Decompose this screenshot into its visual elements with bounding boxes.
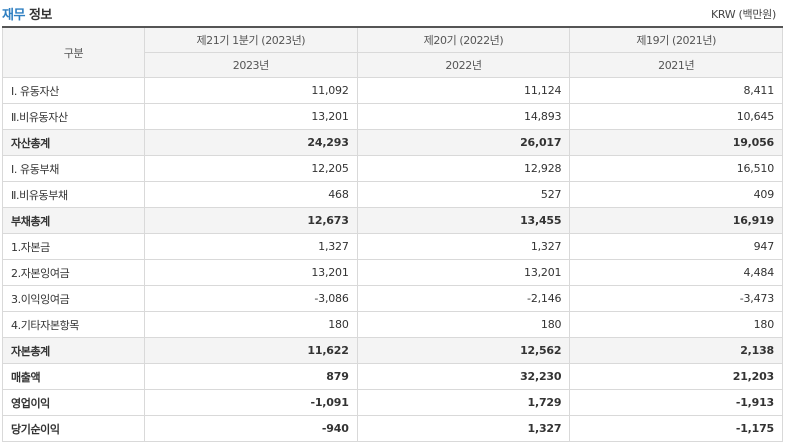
value-cell: 21,203	[569, 363, 783, 390]
row-label: Ⅰ. 유동부채	[2, 155, 145, 182]
value-cell: -940	[144, 415, 358, 442]
value-cell: 180	[144, 311, 358, 338]
value-cell: 24,293	[144, 129, 358, 156]
value-cell: -1,175	[569, 415, 783, 442]
value-cell: 16,510	[569, 155, 783, 182]
year-header-cell: 2022년	[356, 52, 571, 78]
value-cell: 1,729	[356, 389, 571, 416]
currency-unit-label: KRW (백만원)	[710, 8, 776, 21]
table-row: 영업이익 -1,091 1,729 -1,913	[2, 389, 783, 416]
value-cell: 10,645	[569, 103, 783, 130]
table-row: 자산총계 24,293 26,017 19,056	[2, 129, 783, 156]
row-header-cell: 구분	[2, 26, 145, 78]
table-row: 당기순이익 -940 1,327 -1,175	[2, 415, 783, 442]
value-cell: 8,411	[569, 77, 783, 104]
table-row: 3.이익잉여금 -3,086 -2,146 -3,473	[2, 285, 783, 312]
period-header-cell: 제19기 (2021년)	[569, 26, 783, 53]
row-label: Ⅱ.비유동자산	[2, 103, 145, 130]
value-cell: 12,673	[144, 207, 358, 234]
value-cell: 26,017	[356, 129, 571, 156]
section-title-accent: 재무	[2, 8, 25, 23]
row-label: 4.기타자본항목	[2, 311, 145, 338]
period-header-cell: 제20기 (2022년)	[356, 26, 571, 53]
table-row: 자본총계 11,622 12,562 2,138	[2, 337, 783, 364]
year-header-cell: 2021년	[569, 52, 783, 78]
value-cell: 879	[144, 363, 358, 390]
value-cell: 13,201	[356, 259, 571, 286]
table-row: Ⅱ.비유동부채 468 527 409	[2, 181, 783, 208]
period-header-row: 구분 제21기 1분기 (2023년) 제20기 (2022년) 제19기 (2…	[2, 26, 783, 78]
value-cell: -2,146	[356, 285, 571, 312]
value-cell: 1,327	[144, 233, 358, 260]
value-cell: 4,484	[569, 259, 783, 286]
row-label: 영업이익	[2, 389, 145, 416]
value-cell: 1,327	[356, 233, 571, 260]
table-row: 1.자본금 1,327 1,327 947	[2, 233, 783, 260]
row-label: Ⅱ.비유동부채	[2, 181, 145, 208]
table-row: Ⅱ.비유동자산 13,201 14,893 10,645	[2, 103, 783, 130]
row-label: 3.이익잉여금	[2, 285, 145, 312]
financial-table-header: 구분 제21기 1분기 (2023년) 제20기 (2022년) 제19기 (2…	[2, 26, 783, 78]
row-label: Ⅰ. 유동자산	[2, 77, 145, 104]
value-cell: 180	[356, 311, 571, 338]
value-cell: 468	[144, 181, 358, 208]
row-label: 자본총계	[2, 337, 145, 364]
table-row: 4.기타자본항목 180 180 180	[2, 311, 783, 338]
value-cell: 19,056	[569, 129, 783, 156]
period-header-cell: 제21기 1분기 (2023년)	[144, 26, 358, 53]
section-title: 재무 정보	[2, 4, 52, 23]
table-row: 부채총계 12,673 13,455 16,919	[2, 207, 783, 234]
value-cell: -3,086	[144, 285, 358, 312]
table-row: 매출액 879 32,230 21,203	[2, 363, 783, 390]
row-label: 부채총계	[2, 207, 145, 234]
value-cell: 16,919	[569, 207, 783, 234]
value-cell: 12,205	[144, 155, 358, 182]
row-label: 매출액	[2, 363, 145, 390]
value-cell: -1,091	[144, 389, 358, 416]
row-label: 2.자본잉여금	[2, 259, 145, 286]
value-cell: 13,201	[144, 259, 358, 286]
value-cell: 180	[569, 311, 783, 338]
value-cell: 12,928	[356, 155, 571, 182]
value-cell: 11,092	[144, 77, 358, 104]
year-header-cell: 2023년	[144, 52, 358, 78]
value-cell: 11,124	[356, 77, 571, 104]
row-label: 당기순이익	[2, 415, 145, 442]
financial-table: 구분 제21기 1분기 (2023년) 제20기 (2022년) 제19기 (2…	[2, 26, 783, 442]
row-label: 1.자본금	[2, 233, 145, 260]
section-title-rest: 정보	[24, 8, 52, 23]
year-header-row: 2023년 2022년 2021년	[3, 52, 783, 78]
section-header: 재무 정보 KRW (백만원)	[0, 0, 786, 26]
value-cell: -1,913	[569, 389, 783, 416]
table-row: Ⅰ. 유동자산 11,092 11,124 8,411	[2, 77, 783, 104]
value-cell: 11,622	[144, 337, 358, 364]
row-label: 자산총계	[2, 129, 145, 156]
value-cell: 2,138	[569, 337, 783, 364]
value-cell: 409	[569, 181, 783, 208]
value-cell: 1,327	[356, 415, 571, 442]
value-cell: -3,473	[569, 285, 783, 312]
value-cell: 32,230	[356, 363, 571, 390]
value-cell: 13,201	[144, 103, 358, 130]
financial-table-body: Ⅰ. 유동자산 11,092 11,124 8,411 Ⅱ.비유동자산 13,201 14,…	[2, 77, 783, 442]
value-cell: 527	[356, 181, 571, 208]
value-cell: 14,893	[356, 103, 571, 130]
value-cell: 12,562	[356, 337, 571, 364]
value-cell: 947	[569, 233, 783, 260]
table-row: Ⅰ. 유동부채 12,205 12,928 16,510	[2, 155, 783, 182]
value-cell: 13,455	[356, 207, 571, 234]
table-row: 2.자본잉여금 13,201 13,201 4,484	[2, 259, 783, 286]
